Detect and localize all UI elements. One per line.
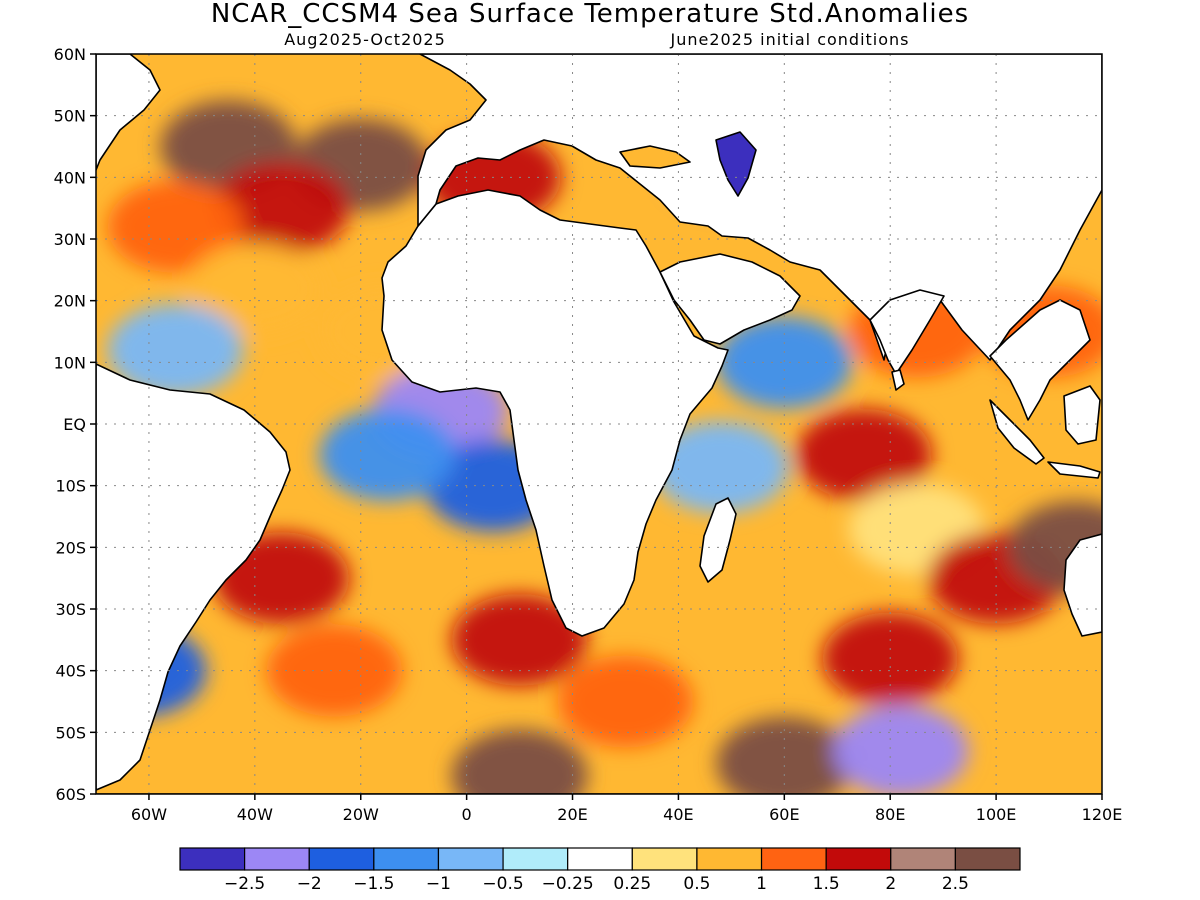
lat-tick-label: 60N [54, 45, 86, 64]
anomaly-region-16 [716, 717, 853, 794]
lon-tick-label: 60W [131, 805, 167, 824]
colorbar-label: −2.5 [224, 874, 265, 894]
chart-subtitle-initial-conditions: June2025 initial conditions [669, 30, 909, 49]
land-south-america [96, 363, 291, 791]
colorbar-swatch [437, 847, 504, 871]
lat-tick-label: 40N [54, 168, 86, 187]
colorbar-swatch [696, 847, 763, 871]
land-sri-lanka [891, 369, 905, 391]
land-australia [1063, 533, 1102, 637]
lat-tick-label: 40S [55, 662, 86, 681]
lon-tick-label: 80E [875, 805, 905, 824]
lat-tick-label: 20N [54, 292, 86, 311]
anomaly-region-26 [832, 704, 969, 794]
lon-tick-label: 40E [663, 805, 693, 824]
lat-tick-label: 60S [55, 785, 86, 804]
colorbar-swatch [825, 847, 892, 871]
anomaly-region-12 [266, 624, 403, 717]
lat-tick-label: 30N [54, 230, 86, 249]
colorbar-label: 2 [885, 874, 896, 894]
colorbar-label: −2 [297, 874, 322, 894]
anomaly-region-3 [213, 162, 350, 255]
lon-tick-label: 120E [1082, 805, 1123, 824]
colorbar-label: −1 [426, 874, 451, 894]
anomaly-region-18 [652, 421, 789, 514]
colorbar-label: −0.25 [542, 874, 594, 894]
colorbar-swatch [373, 847, 440, 871]
anomaly-region-4 [107, 180, 244, 273]
land-indochina [989, 299, 1091, 421]
land-europe-north [417, 54, 1102, 361]
lat-tick-label: 10S [55, 477, 86, 496]
land-borneo [1063, 385, 1101, 445]
anomaly-region-7 [107, 304, 244, 396]
colorbar-swatch [308, 847, 375, 871]
lat-axis: 60N 50N 40N 30N 20N 10N EQ 10S 20S 30S 40S 50S 60S [54, 45, 96, 804]
colorbar-label: 0.25 [613, 874, 651, 894]
lon-axis: 60W 40W 20W 0 20E 40E 60E 80E 100E 120E [131, 794, 1122, 824]
grid-lines [96, 54, 1102, 794]
colorbar-label: 1.5 [813, 874, 840, 894]
lat-tick-label: 10N [54, 353, 86, 372]
colorbar-label: 1 [756, 874, 767, 894]
land-masses [96, 54, 1102, 794]
anomaly-region-19 [795, 408, 932, 501]
colorbar: −2.5 −2 −1.5 −1 −0.5 −0.25 0.25 0.5 1 1.5 2 2.5 [179, 847, 1021, 894]
lat-tick-label: 50N [54, 107, 86, 126]
colorbar-swatch [631, 847, 698, 871]
anomaly-region-17 [716, 316, 853, 409]
colorbar-label: −1.5 [353, 874, 394, 894]
lon-tick-label: 100E [976, 805, 1017, 824]
lat-tick-label: EQ [63, 415, 86, 434]
land-arabia [659, 253, 801, 345]
land-caspian-sea-basin [715, 131, 757, 197]
map-plot-area [96, 54, 1102, 794]
colorbar-swatch [502, 847, 569, 871]
lat-tick-label: 30S [55, 600, 86, 619]
colorbar-swatch [760, 847, 827, 871]
anomaly-region-15 [451, 729, 588, 794]
lon-tick-label: 0 [462, 805, 472, 824]
chart-subtitle-period: Aug2025-Oct2025 [284, 30, 446, 49]
lat-tick-label: 20S [55, 538, 86, 557]
colorbar-swatch [244, 847, 310, 871]
colorbar-label: 0.5 [683, 874, 710, 894]
lon-tick-label: 20W [343, 805, 379, 824]
land-sumatra [989, 399, 1045, 465]
land-java [1047, 461, 1101, 479]
colorbar-label: −0.5 [482, 874, 523, 894]
land-africa-eurasia [381, 189, 729, 637]
lat-tick-label: 50S [55, 723, 86, 742]
lon-tick-label: 40W [237, 805, 273, 824]
colorbar-label: 2.5 [942, 874, 969, 894]
land-madagascar [699, 497, 737, 583]
land-india [869, 289, 945, 375]
chart-title: NCAR_CCSM4 Sea Surface Temperature Std.A… [211, 0, 969, 29]
anomaly-region-10 [319, 408, 456, 501]
anomaly-region-13 [451, 593, 588, 686]
lon-tick-label: 20E [557, 805, 587, 824]
colorbar-swatch [567, 847, 633, 871]
colorbar-swatch [179, 847, 246, 871]
anomaly-region-14 [557, 655, 694, 748]
land-black-sea [619, 145, 691, 169]
lon-tick-label: 60E [769, 805, 799, 824]
colorbar-swatch [954, 847, 1021, 871]
land-north-america [96, 54, 161, 171]
colorbar-swatch [890, 847, 956, 871]
